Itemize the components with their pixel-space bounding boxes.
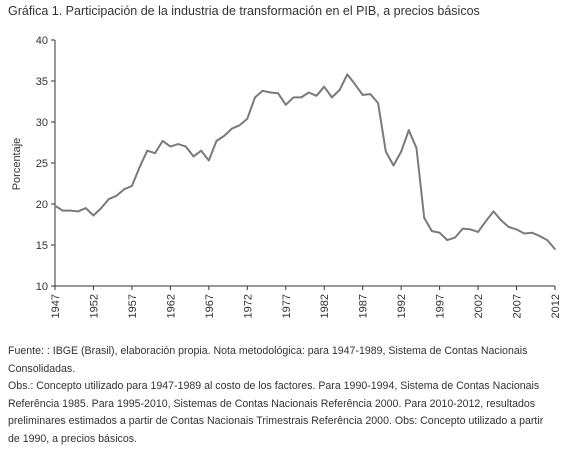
- data-point: [200, 149, 202, 152]
- data-point: [261, 90, 264, 92]
- y-tick-label: 35: [36, 76, 48, 88]
- y-tick-label: 40: [36, 35, 48, 47]
- data-point: [323, 85, 326, 88]
- data-point: [246, 117, 249, 120]
- y-axis-label: Porcentaje: [11, 138, 23, 191]
- x-tick-label: 1952: [88, 294, 100, 318]
- data-point: [69, 209, 72, 212]
- data-point: [108, 198, 110, 200]
- x-tick-label: 1982: [319, 294, 331, 318]
- y-tick-label: 20: [36, 199, 48, 211]
- data-point: [361, 94, 364, 96]
- data-point: [492, 210, 495, 213]
- data-point: [238, 124, 241, 127]
- footnote: Fuente: : IBGE (Brasil), elaboración pro…: [8, 343, 556, 449]
- data-point: [392, 164, 395, 167]
- data-point: [546, 239, 549, 241]
- data-point: [554, 248, 556, 250]
- data-point: [369, 93, 372, 95]
- series-line: [54, 73, 556, 250]
- y-axis-ticks: 10 15 20 25 30 35 40: [36, 35, 55, 293]
- x-tick-label: 2012: [550, 294, 561, 318]
- data-point: [315, 94, 318, 97]
- x-tick-label: 1957: [127, 294, 139, 318]
- data-point: [515, 228, 518, 231]
- data-point: [446, 239, 449, 241]
- data-point: [254, 96, 256, 99]
- data-point: [423, 217, 426, 219]
- data-point: [415, 147, 418, 150]
- data-point: [500, 219, 502, 222]
- x-tick-label: 1962: [165, 294, 177, 318]
- data-point: [77, 210, 79, 213]
- data-point: [484, 220, 487, 223]
- y-tick-label: 30: [36, 117, 48, 129]
- data-point: [338, 89, 341, 91]
- data-point: [123, 188, 126, 191]
- footnote-obs: Obs.: Concepto utilizado para 1947-1989 …: [8, 380, 544, 445]
- x-tick-label: 1977: [281, 294, 293, 318]
- data-point: [454, 236, 456, 239]
- data-point: [438, 231, 441, 234]
- data-point: [331, 96, 333, 99]
- series-points: [54, 73, 556, 250]
- data-point: [269, 91, 272, 94]
- data-point: [208, 159, 210, 162]
- data-point: [231, 127, 233, 130]
- x-tick-label: 1947: [50, 294, 62, 318]
- x-tick-label: 1987: [358, 294, 370, 318]
- data-point: [531, 231, 533, 234]
- data-point: [377, 102, 379, 104]
- data-point: [284, 103, 287, 106]
- data-point: [384, 150, 387, 153]
- data-point: [292, 96, 295, 99]
- data-point: [131, 185, 133, 187]
- data-point: [61, 209, 64, 212]
- data-point: [431, 230, 433, 232]
- data-point: [146, 149, 149, 152]
- data-point: [92, 214, 95, 217]
- data-point: [523, 232, 526, 235]
- data-point: [177, 143, 179, 145]
- data-point: [400, 150, 402, 153]
- data-point: [192, 155, 195, 158]
- data-point: [508, 226, 510, 228]
- data-point: [184, 145, 187, 148]
- y-tick-label: 25: [36, 158, 48, 170]
- y-tick-label: 10: [36, 281, 48, 293]
- data-point: [408, 129, 410, 131]
- data-point: [469, 228, 472, 231]
- x-tick-label: 2007: [512, 294, 524, 318]
- data-point: [115, 195, 118, 197]
- x-tick-label: 1967: [204, 294, 216, 318]
- y-tick-label: 15: [36, 240, 48, 252]
- data-point: [477, 231, 479, 233]
- x-axis-ticks: 1947 1952 1957 1962 1967 1972 1977 1982 1987 1992…: [50, 286, 561, 318]
- x-tick-label: 1992: [396, 294, 408, 318]
- data-point: [308, 91, 310, 94]
- data-point: [223, 135, 226, 137]
- chart-title: Gráfica 1. Participación de la industria…: [8, 4, 480, 18]
- footnote-source: Fuente: : IBGE (Brasil), elaboración pro…: [8, 345, 528, 375]
- data-point: [461, 227, 464, 230]
- x-tick-label: 1972: [242, 294, 254, 318]
- data-point: [277, 92, 279, 95]
- data-point: [538, 235, 541, 237]
- data-point: [138, 166, 141, 168]
- data-point: [54, 204, 56, 207]
- data-point: [169, 145, 172, 148]
- data-point: [84, 207, 87, 209]
- x-tick-label: 1997: [435, 294, 447, 318]
- data-point: [154, 152, 156, 154]
- data-point: [161, 140, 164, 142]
- data-point: [100, 207, 102, 209]
- x-tick-label: 2002: [473, 294, 485, 318]
- data-point: [215, 140, 218, 142]
- data-point: [300, 96, 302, 99]
- data-point: [354, 83, 356, 86]
- data-point: [346, 73, 349, 76]
